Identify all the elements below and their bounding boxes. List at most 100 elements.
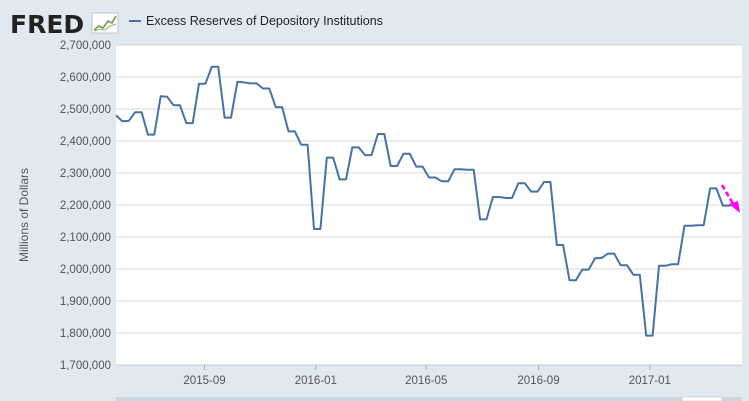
data-point[interactable] (337, 177, 342, 182)
data-point[interactable] (382, 132, 387, 137)
data-point[interactable] (701, 223, 706, 228)
series-layer[interactable] (114, 64, 739, 338)
data-point[interactable] (542, 180, 547, 185)
data-point[interactable] (331, 155, 336, 160)
data-point[interactable] (158, 94, 163, 99)
data-point[interactable] (427, 175, 432, 180)
data-point[interactable] (350, 145, 355, 150)
data-point[interactable] (720, 203, 725, 208)
data-point[interactable] (165, 94, 170, 99)
data-point[interactable] (267, 86, 272, 91)
data-point[interactable] (369, 153, 374, 158)
data-point[interactable] (446, 179, 451, 184)
data-point[interactable] (618, 263, 623, 268)
fred-logo[interactable]: FRED (10, 10, 119, 39)
data-point[interactable] (145, 132, 150, 137)
data-point[interactable] (120, 119, 125, 124)
data-point[interactable] (644, 333, 649, 338)
navigator-bar[interactable] (116, 397, 742, 401)
data-point[interactable] (184, 121, 189, 126)
data-point[interactable] (708, 186, 713, 191)
data-point[interactable] (133, 110, 138, 115)
data-point[interactable] (695, 223, 700, 228)
data-point[interactable] (248, 81, 253, 86)
data-point[interactable] (280, 105, 285, 110)
data-point[interactable] (676, 262, 681, 267)
data-point[interactable] (567, 278, 572, 283)
data-point[interactable] (669, 262, 674, 267)
data-point[interactable] (318, 227, 323, 232)
data-point[interactable] (171, 103, 176, 108)
data-point[interactable] (529, 189, 534, 194)
data-point[interactable] (516, 181, 521, 186)
data-point[interactable] (650, 333, 655, 338)
data-point[interactable] (478, 217, 483, 222)
data-point[interactable] (420, 164, 425, 169)
data-point[interactable] (714, 186, 719, 191)
data-point[interactable] (471, 167, 476, 172)
data-point[interactable] (235, 79, 240, 84)
data-point[interactable] (356, 145, 361, 150)
data-point[interactable] (260, 86, 265, 91)
data-point[interactable] (299, 142, 304, 147)
data-point[interactable] (554, 243, 559, 248)
data-point[interactable] (580, 267, 585, 272)
data-point[interactable] (312, 227, 317, 232)
data-point[interactable] (241, 80, 246, 85)
data-point[interactable] (407, 151, 412, 156)
data-point[interactable] (190, 121, 195, 126)
data-point[interactable] (561, 243, 566, 248)
data-point[interactable] (414, 164, 419, 169)
data-point[interactable] (465, 167, 470, 172)
data-point[interactable] (177, 103, 182, 108)
data-point[interactable] (548, 180, 553, 185)
data-point[interactable] (197, 81, 202, 86)
data-point[interactable] (363, 153, 368, 158)
data-point[interactable] (637, 272, 642, 277)
navigator-handle[interactable] (681, 396, 723, 401)
series-line[interactable] (115, 65, 736, 337)
data-point[interactable] (586, 267, 591, 272)
data-point[interactable] (599, 256, 604, 261)
data-point[interactable] (612, 251, 617, 256)
data-point[interactable] (209, 64, 214, 69)
data-point[interactable] (395, 164, 400, 169)
data-point[interactable] (324, 155, 329, 160)
data-point[interactable] (401, 151, 406, 156)
data-point[interactable] (688, 223, 693, 228)
data-point[interactable] (286, 129, 291, 134)
data-point[interactable] (657, 263, 662, 268)
data-point[interactable] (254, 81, 259, 86)
data-point[interactable] (222, 115, 227, 120)
data-point[interactable] (305, 142, 310, 147)
data-point[interactable] (497, 195, 502, 200)
data-point[interactable] (484, 217, 489, 222)
data-point[interactable] (593, 256, 598, 261)
data-point[interactable] (452, 167, 457, 172)
data-point[interactable] (510, 196, 515, 201)
data-point[interactable] (229, 115, 234, 120)
data-point[interactable] (344, 177, 349, 182)
data-point[interactable] (126, 118, 131, 123)
data-point[interactable] (573, 278, 578, 283)
data-point[interactable] (388, 164, 393, 169)
data-point[interactable] (375, 132, 380, 137)
data-point[interactable] (490, 195, 495, 200)
data-point[interactable] (522, 181, 527, 186)
data-point[interactable] (292, 129, 297, 134)
data-point[interactable] (439, 179, 444, 184)
data-point[interactable] (535, 189, 540, 194)
data-point[interactable] (458, 167, 463, 172)
data-point[interactable] (203, 81, 208, 86)
data-point[interactable] (433, 175, 438, 180)
data-point[interactable] (503, 196, 508, 201)
data-point[interactable] (216, 64, 221, 69)
data-point[interactable] (631, 272, 636, 277)
data-point[interactable] (682, 223, 687, 228)
legend[interactable]: Excess Reserves of Depository Institutio… (129, 14, 383, 28)
data-point[interactable] (152, 132, 157, 137)
data-point[interactable] (605, 251, 610, 256)
data-point[interactable] (663, 263, 668, 268)
data-point[interactable] (114, 113, 119, 118)
data-point[interactable] (625, 263, 630, 268)
